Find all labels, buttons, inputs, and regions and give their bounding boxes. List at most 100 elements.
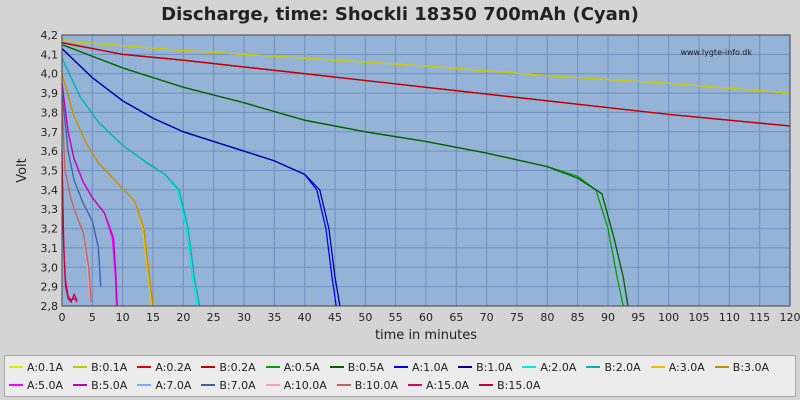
x-tick-label: 70 [480, 311, 494, 324]
series-line-b-3-0a [61, 73, 154, 307]
x-tick-label: 20 [176, 311, 190, 324]
legend-swatch [394, 366, 409, 368]
legend-swatch [265, 384, 280, 386]
legend-label: B:7.0A [219, 378, 256, 392]
legend-swatch [73, 384, 88, 386]
legend-swatch [73, 366, 88, 368]
y-axis-label: Volt [15, 158, 30, 183]
legend-item: B:2.0A [586, 358, 641, 376]
legend-swatch [9, 366, 23, 368]
legend-item: B:0.5A [329, 358, 385, 376]
legend-item: B:15.0A [479, 376, 540, 394]
legend-label: A:10.0A [283, 378, 327, 392]
x-tick-label: 35 [267, 311, 281, 324]
legend-row: A:0.1A B:0.1A A:0.2A B:0.2A A:0.5A B:0.5A A:1.… [9, 358, 791, 394]
legend-item: B:5.0A [73, 376, 127, 394]
series-line-b-5-0a [61, 83, 118, 307]
legend-label: A:1.0A [412, 360, 449, 374]
x-tick-label: 100 [658, 311, 679, 324]
x-tick-label: 65 [449, 311, 463, 324]
y-tick-label: 3,1 [41, 242, 59, 255]
legend-swatch [714, 366, 729, 368]
legend-swatch [137, 384, 152, 386]
x-tick-label: 5 [89, 311, 96, 324]
y-tick-label: 3,0 [41, 261, 59, 274]
series-line-b-0-2a [61, 42, 791, 127]
y-tick-label: 4,2 [41, 29, 59, 42]
x-tick-label: 60 [419, 311, 433, 324]
x-tick-label: 105 [689, 311, 710, 324]
legend-item: A:5.0A [9, 376, 63, 394]
x-tick-label: 0 [59, 311, 66, 324]
series-line-b-10-0a [61, 102, 92, 303]
legend-item: A:3.0A [650, 358, 705, 376]
x-tick-label: 15 [146, 311, 160, 324]
legend-item: B:7.0A [201, 376, 256, 394]
legend-swatch [336, 384, 351, 386]
y-tick-label: 3,2 [41, 223, 59, 236]
legend-label: B:2.0A [604, 360, 641, 374]
legend-item: B:1.0A [458, 358, 512, 376]
legend-item: B:0.2A [201, 358, 256, 376]
x-tick-label: 50 [358, 311, 372, 324]
x-tick-label: 80 [540, 311, 554, 324]
y-tick-label: 3,8 [41, 106, 59, 119]
legend-label: B:3.0A [732, 360, 770, 374]
legend-item: A:7.0A [137, 376, 191, 394]
legend-item: A:1.0A [394, 358, 448, 376]
y-tick-label: 4,1 [41, 48, 59, 61]
x-tick-label: 85 [571, 311, 585, 324]
legend-label: A:2.0A [540, 360, 577, 374]
x-tick-label: 75 [510, 311, 524, 324]
x-tick-label: 110 [719, 311, 740, 324]
legend-label: B:1.0A [476, 360, 513, 374]
legend-label: A:15.0A [426, 378, 470, 392]
legend-swatch [458, 366, 473, 368]
x-axis-label: time in minutes [375, 328, 477, 343]
series-line-b-2-0a [61, 57, 201, 307]
chart-title: Discharge, time: Shockli 18350 700mAh (C… [161, 4, 639, 25]
legend: A:0.1A B:0.1A A:0.2A B:0.2A A:0.5A B:0.5A A:1.… [4, 355, 796, 397]
legend-item: A:0.5A [265, 358, 320, 376]
x-tick-label: 55 [389, 311, 403, 324]
legend-swatch [9, 384, 23, 386]
legend-label: B:0.1A [91, 360, 128, 374]
legend-swatch [479, 384, 494, 386]
x-tick-label: 115 [749, 311, 770, 324]
y-tick-label: 3,6 [41, 145, 59, 158]
legend-label: A:5.0A [27, 378, 64, 392]
legend-label: B:0.2A [219, 360, 256, 374]
y-tick-label: 2,9 [41, 281, 59, 294]
series-line-b-7-0a [61, 93, 102, 287]
y-tick-label: 3,4 [41, 184, 59, 197]
legend-item: A:2.0A [522, 358, 576, 376]
legend-label: B:10.0A [354, 378, 399, 392]
y-tick-label: 2,8 [41, 300, 59, 313]
y-tick-label: 4,0 [41, 68, 59, 81]
legend-swatch [586, 366, 601, 368]
legend-swatch [201, 384, 216, 386]
watermark-text: www.lygte-info.dk [680, 48, 752, 57]
x-tick-label: 95 [631, 311, 645, 324]
legend-label: A:3.0A [668, 360, 705, 374]
legend-label: A:0.1A [27, 360, 64, 374]
legend-label: B:0.5A [347, 360, 385, 374]
legend-item: A:0.2A [137, 358, 191, 376]
legend-swatch [137, 366, 152, 368]
legend-label: A:0.5A [283, 360, 320, 374]
legend-item: B:10.0A [336, 376, 399, 394]
y-tick-label: 3,9 [41, 87, 59, 100]
x-tick-label: 30 [237, 311, 251, 324]
x-tick-label: 45 [328, 311, 342, 324]
legend-swatch [650, 366, 665, 368]
legend-item: B:0.1A [73, 358, 127, 376]
x-tick-label: 90 [601, 311, 615, 324]
x-tick-label: 120 [780, 311, 800, 324]
legend-swatch [408, 384, 423, 386]
legend-label: A:0.2A [155, 360, 192, 374]
plot-border [61, 34, 791, 307]
series-line-b-1-0a [61, 48, 341, 307]
x-tick-label: 10 [116, 311, 130, 324]
legend-item: A:10.0A [265, 376, 327, 394]
